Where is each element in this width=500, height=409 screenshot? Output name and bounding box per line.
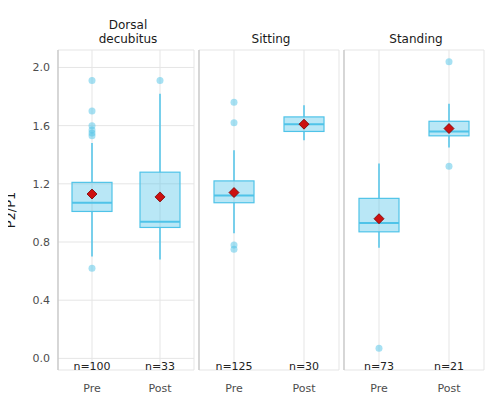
svg-text:0.8: 0.8	[33, 236, 51, 249]
svg-text:Post: Post	[437, 382, 461, 395]
svg-text:1.6: 1.6	[33, 120, 51, 133]
svg-text:Pre: Pre	[370, 382, 388, 395]
svg-text:n=73: n=73	[364, 360, 394, 373]
svg-text:n=30: n=30	[289, 360, 319, 373]
svg-text:0.0: 0.0	[33, 352, 51, 365]
svg-text:n=100: n=100	[73, 360, 110, 373]
svg-text:P2/P1: P2/P1	[8, 192, 18, 229]
svg-text:Post: Post	[292, 382, 316, 395]
svg-text:0.4: 0.4	[33, 294, 51, 307]
html-text:Dorsal decubitus: Dorsal decubitus	[98, 18, 158, 46]
svg-text:Pre: Pre	[83, 382, 101, 395]
svg-text:n=21: n=21	[434, 360, 464, 373]
svg-text:1.2: 1.2	[33, 178, 51, 191]
svg-text:n=33: n=33	[145, 360, 175, 373]
svg-text:2.0: 2.0	[33, 61, 51, 74]
html-text:Standing: Standing	[389, 32, 443, 46]
svg-text:Post: Post	[148, 382, 172, 395]
html-text:Sitting: Sitting	[251, 32, 291, 46]
svg-text:Pre: Pre	[225, 382, 243, 395]
svg-text:n=125: n=125	[215, 360, 252, 373]
